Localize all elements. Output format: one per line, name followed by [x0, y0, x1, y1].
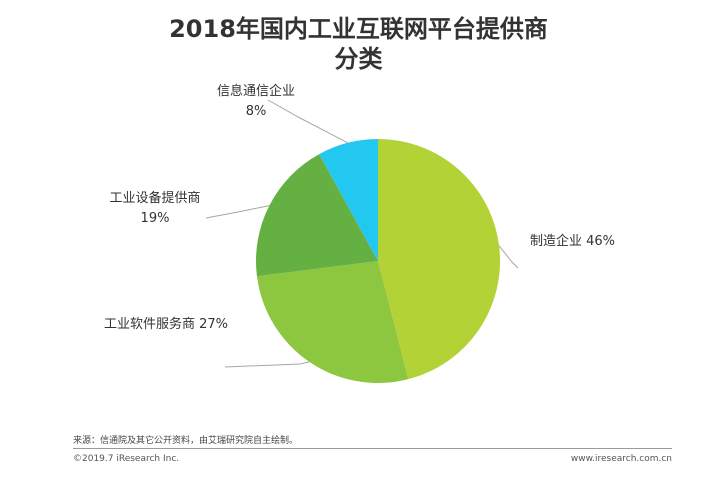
slice-labels: 制造企业 46% 工业软件服务商 27% 工业设备提供商 19% 信息通信企业 8% — [104, 83, 615, 332]
slice-label-1: 制造企业 46% — [530, 233, 615, 249]
chart-title: 2018年国内工业互联网平台提供商 分类 — [0, 14, 717, 74]
leader-lines — [205, 99, 519, 368]
chart-title-line-1: 2018年国内工业互联网平台提供商 — [169, 15, 548, 43]
source-note: 来源：信通院及其它公开资料，由艾瑞研究院自主绘制。 — [73, 436, 299, 446]
copyright-text: ©2019.7 iResearch Inc. — [73, 454, 180, 464]
slice-label-name-3: 工业设备提供商 — [109, 190, 200, 206]
leader-line-4 — [267, 99, 348, 144]
chart-title-line-2: 分类 — [334, 45, 383, 73]
pie-slice-4 — [319, 139, 378, 261]
pie-slices — [255, 139, 501, 384]
pie-slice-1 — [378, 139, 501, 380]
slice-label-name-4: 信息通信企业 — [217, 83, 295, 99]
slice-label-value-4: 8% — [246, 104, 267, 119]
slice-label-2: 工业软件服务商 27% — [104, 316, 228, 332]
footer-divider — [73, 448, 672, 449]
pie-slice-3 — [255, 154, 378, 277]
leader-line-2 — [224, 361, 310, 368]
website-text: www.iresearch.com.cn — [570, 454, 672, 464]
leader-line-3 — [205, 205, 270, 219]
leader-line-1 — [498, 245, 519, 269]
pie-slice-2 — [256, 261, 409, 384]
slice-label-value-3: 19% — [141, 211, 170, 226]
